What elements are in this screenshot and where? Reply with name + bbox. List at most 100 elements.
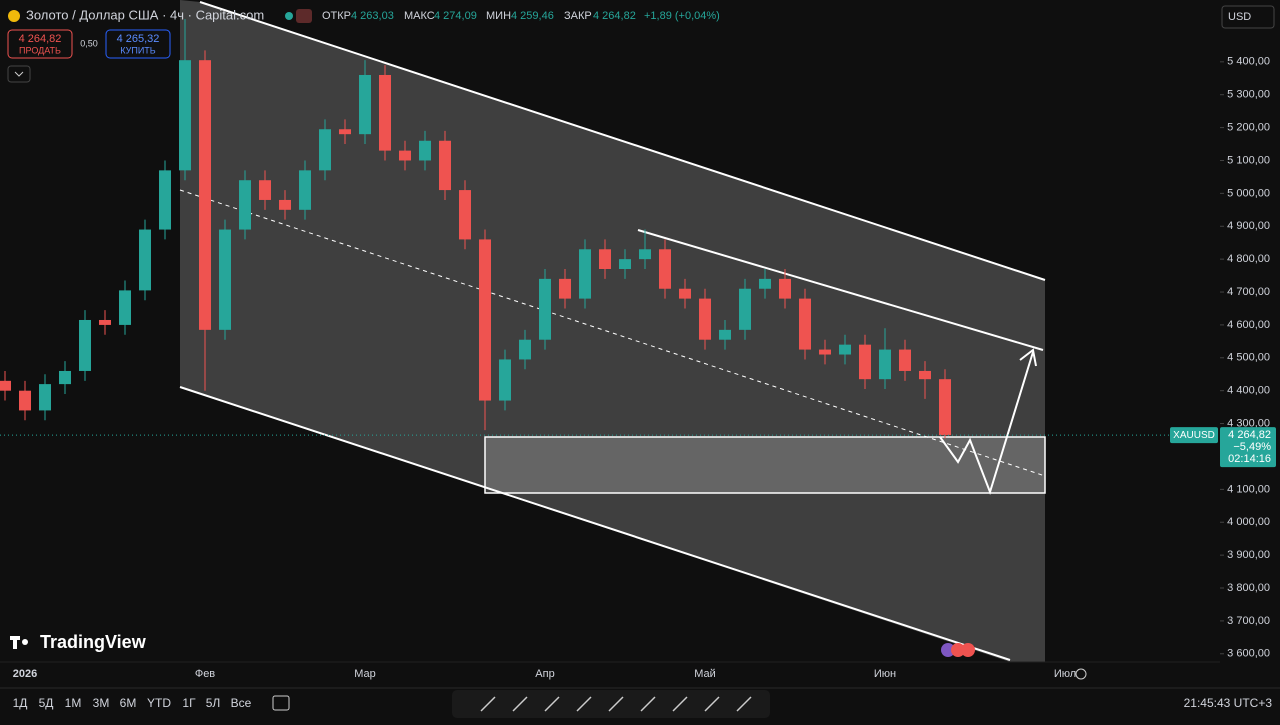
currency: USD bbox=[1228, 11, 1251, 23]
range-button[interactable]: 1Г bbox=[182, 696, 196, 710]
candle-body bbox=[119, 290, 131, 325]
trend-line bbox=[637, 229, 1044, 351]
price-tag bbox=[1220, 427, 1276, 468]
candle-body bbox=[699, 298, 711, 340]
tool-glyph bbox=[640, 696, 656, 712]
y-tick-label: 4 600,00 bbox=[1227, 319, 1270, 331]
tool-glyph bbox=[608, 696, 624, 712]
candle-body bbox=[759, 278, 771, 289]
candle-body bbox=[899, 349, 911, 371]
ohlc-value: 4 264,82 bbox=[593, 10, 636, 22]
tool-glyph bbox=[736, 696, 752, 712]
candle-body bbox=[559, 278, 571, 299]
event-icon[interactable] bbox=[941, 643, 955, 657]
candle-body bbox=[879, 349, 891, 380]
y-tick-label: 3 900,00 bbox=[1227, 549, 1270, 561]
channel-top bbox=[199, 1, 1046, 281]
y-tick-label: 4 800,00 bbox=[1227, 253, 1270, 265]
range-button[interactable]: Все bbox=[231, 696, 252, 710]
range-button[interactable]: 6М bbox=[120, 696, 137, 710]
x-tick-label: Апр bbox=[535, 668, 554, 680]
currency-button[interactable] bbox=[1221, 5, 1275, 29]
candle-body bbox=[479, 239, 491, 401]
y-tick-label: 5 200,00 bbox=[1227, 122, 1270, 134]
price-tag-change: −5,49% bbox=[1233, 441, 1271, 453]
settings-icon[interactable] bbox=[1075, 668, 1087, 680]
candle-body bbox=[719, 329, 731, 340]
status-icon bbox=[296, 9, 312, 23]
candle-body bbox=[199, 60, 211, 330]
price-tag-countdown: 02:14:16 bbox=[1228, 453, 1271, 465]
candle-body bbox=[459, 190, 471, 240]
symbol-tag-text: XAUUSD bbox=[1173, 430, 1215, 441]
candle-body bbox=[499, 359, 511, 401]
candle-body bbox=[159, 170, 171, 230]
candle-body bbox=[359, 74, 371, 135]
channel-bottom bbox=[179, 386, 1011, 661]
ohlc-change: +1,89 (+0,04%) bbox=[644, 10, 720, 22]
channel-fill bbox=[180, 0, 1045, 662]
spread: 0,50 bbox=[80, 38, 98, 48]
candle-body bbox=[859, 344, 871, 380]
sell-button[interactable] bbox=[7, 29, 73, 59]
price-tag-value: 4 264,82 bbox=[1228, 429, 1271, 441]
ohlc-value: 4 259,46 bbox=[511, 10, 554, 22]
collapse-button[interactable] bbox=[7, 65, 31, 83]
status-dot bbox=[285, 12, 293, 20]
symbol-tag bbox=[1170, 427, 1218, 444]
candle-body bbox=[839, 344, 851, 355]
logo: TradingView bbox=[40, 632, 147, 652]
y-tick-label: 5 300,00 bbox=[1227, 89, 1270, 101]
candle-body bbox=[919, 370, 931, 380]
candle-body bbox=[619, 259, 631, 270]
range-button[interactable]: 1М bbox=[65, 696, 82, 710]
y-tick-label: 5 400,00 bbox=[1227, 56, 1270, 68]
event-icon[interactable] bbox=[961, 643, 975, 657]
x-tick-label: Фев bbox=[195, 668, 215, 680]
sell-price: 4 264,82 bbox=[19, 33, 62, 45]
logo-shape bbox=[22, 639, 28, 645]
ohlc-value: 4 263,03 bbox=[351, 10, 394, 22]
tool-glyph bbox=[544, 696, 560, 712]
y-tick-label: 3 600,00 bbox=[1227, 648, 1270, 660]
candle-body bbox=[319, 129, 331, 171]
candle-body bbox=[519, 339, 531, 360]
candle-body bbox=[0, 380, 11, 391]
sell-label: ПРОДАТЬ bbox=[19, 45, 61, 55]
candle-body bbox=[679, 288, 691, 299]
candle-body bbox=[579, 249, 591, 299]
range-button[interactable]: YTD bbox=[147, 696, 171, 710]
event-icon[interactable] bbox=[951, 643, 965, 657]
candle-body bbox=[419, 140, 431, 161]
candle-body bbox=[439, 140, 451, 191]
candle-body bbox=[39, 384, 51, 411]
tool-glyph bbox=[512, 696, 528, 712]
candle-body bbox=[299, 170, 311, 210]
candle-body bbox=[279, 199, 291, 210]
candle-body bbox=[779, 278, 791, 299]
calendar-icon[interactable] bbox=[272, 695, 290, 711]
ohlc-label: МАКС bbox=[404, 10, 435, 22]
x-tick-label: Май bbox=[694, 668, 716, 680]
tool-glyph bbox=[480, 696, 496, 712]
tool-glyph bbox=[704, 696, 720, 712]
ohlc-label: ЗАКР bbox=[564, 10, 592, 22]
candle-body bbox=[659, 249, 671, 289]
y-tick-label: 4 300,00 bbox=[1227, 417, 1270, 429]
candle-body bbox=[219, 229, 231, 330]
range-button[interactable]: 5Л bbox=[206, 696, 221, 710]
candle-body bbox=[239, 180, 251, 230]
range-button[interactable]: 1Д bbox=[13, 696, 28, 710]
ohlc-value: 4 274,09 bbox=[434, 10, 477, 22]
y-tick-label: 4 000,00 bbox=[1227, 516, 1270, 528]
range-button[interactable]: 3М bbox=[93, 696, 110, 710]
y-tick-label: 3 800,00 bbox=[1227, 582, 1270, 594]
range-button[interactable]: 5Д bbox=[39, 696, 54, 710]
ohlc-label: МИН bbox=[486, 10, 511, 22]
candle-body bbox=[819, 349, 831, 355]
candle-body bbox=[379, 74, 391, 151]
candle-body bbox=[79, 319, 91, 371]
buy-button[interactable] bbox=[105, 29, 171, 59]
